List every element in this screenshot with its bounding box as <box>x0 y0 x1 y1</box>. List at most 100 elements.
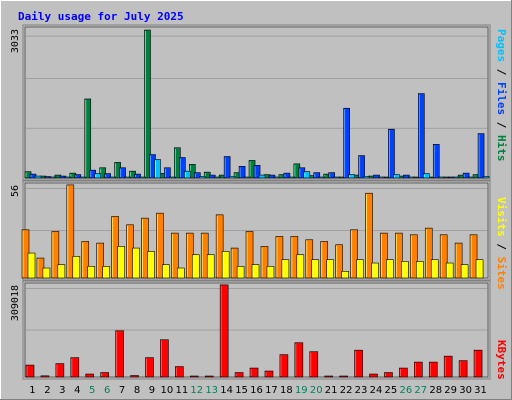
x-tick-label: 14 <box>220 385 233 396</box>
x-tick-label: 23 <box>355 385 368 396</box>
x-tick-label: 20 <box>310 385 323 396</box>
x-tick-label: 22 <box>340 385 353 396</box>
bar-pages-day-14 <box>228 176 236 179</box>
bar-sites-day-26 <box>395 232 403 279</box>
bar-sites-day-29 <box>439 234 448 279</box>
bar-pages-day-31 <box>482 176 490 179</box>
bar-visits-day-2 <box>42 267 51 279</box>
bar-kbytes-day-8 <box>130 375 139 378</box>
y-max-label: 3033 <box>10 29 21 53</box>
bar-visits-day-1 <box>27 252 36 279</box>
bar-kbytes-day-26 <box>399 367 408 378</box>
x-tick-label: 17 <box>265 385 278 396</box>
bar-visits-day-6 <box>102 266 110 279</box>
bar-files-day-26 <box>403 174 410 179</box>
bar-files-day-7 <box>119 167 126 179</box>
x-tick-label: 25 <box>385 385 398 396</box>
legends: Pages / Files / Hits Visits / Sites KBytes <box>495 29 508 380</box>
bar-pages-day-2 <box>49 176 57 179</box>
bar-pages-day-11 <box>184 170 191 179</box>
bar-kbytes-day-5 <box>85 373 95 378</box>
bar-sites-day-24 <box>365 192 373 279</box>
bar-sites-day-28 <box>424 227 433 279</box>
bar-visits-day-31 <box>475 259 484 279</box>
bar-visits-day-23 <box>356 259 364 279</box>
x-tick-label: 6 <box>104 385 110 396</box>
bar-visits-day-22 <box>341 271 349 279</box>
bar-files-day-30 <box>462 172 470 179</box>
bar-kbytes-day-31 <box>473 349 483 378</box>
bar-visits-day-18 <box>281 259 290 279</box>
bar-files-day-15 <box>238 165 246 179</box>
bar-files-day-28 <box>432 144 440 179</box>
bar-kbytes-day-11 <box>175 366 184 378</box>
x-axis-labels: 1 2 3 4 5 6 7 8 9 10 11 12 13 14 15 16 17 18 19 20 21 22 23 24 2… <box>29 385 487 396</box>
bar-visits-day-13 <box>206 254 215 279</box>
bar-visits-day-15 <box>236 266 245 279</box>
bar-kbytes-day-30 <box>458 360 468 378</box>
bar-sites-day-25 <box>380 232 388 279</box>
legend: Pages / Files / Hits <box>495 29 508 162</box>
bar-kbytes-day-6 <box>100 372 109 378</box>
bar-sites-day-10 <box>156 212 164 279</box>
bar-pages-day-9 <box>154 159 161 179</box>
bar-visits-day-26 <box>401 261 409 279</box>
bar-visits-day-3 <box>57 264 66 279</box>
bar-kbytes-day-14 <box>219 284 229 378</box>
y-max-label: 56 <box>10 185 21 197</box>
x-tick-label: 1 <box>29 385 35 396</box>
x-tick-label: 30 <box>459 385 472 396</box>
x-tick-label: 27 <box>414 385 427 396</box>
legend-item: KBytes <box>495 340 508 380</box>
plot-area <box>24 26 489 179</box>
bar-visits-day-17 <box>266 266 275 279</box>
bar-visits-day-21 <box>326 259 335 279</box>
bar-sites-day-11 <box>171 232 179 279</box>
bar-files-day-11 <box>179 157 186 179</box>
bar-pages-day-1 <box>34 175 42 179</box>
bar-kbytes-day-29 <box>443 355 453 378</box>
bar-visits-day-4 <box>72 256 81 279</box>
bar-sites-day-23 <box>350 229 358 279</box>
x-tick-label: 11 <box>175 385 188 396</box>
legend-item: Files <box>495 82 508 115</box>
bar-files-day-18 <box>283 172 291 179</box>
bar-files-day-10 <box>164 167 171 179</box>
x-tick-label: 15 <box>235 385 248 396</box>
bar-visits-day-10 <box>162 264 170 279</box>
bar-sites-day-5 <box>81 241 90 279</box>
bar-visits-day-27 <box>416 261 424 279</box>
bar-pages-day-5 <box>94 173 102 179</box>
bar-pages-day-21 <box>333 176 341 179</box>
bar-pages-day-8 <box>139 176 146 179</box>
bar-pages-day-22 <box>348 174 355 179</box>
bar-pages-day-29 <box>452 176 460 179</box>
bar-pages-day-7 <box>124 176 131 179</box>
bar-sites-day-9 <box>141 217 149 279</box>
x-tick-label: 13 <box>205 385 218 396</box>
legend-sep: / <box>495 237 508 257</box>
bar-visits-day-20 <box>311 259 320 279</box>
bar-visits-day-28 <box>430 259 439 279</box>
bar-pages-day-20 <box>318 176 326 179</box>
bar-pages-day-18 <box>288 176 296 179</box>
bar-files-day-8 <box>134 173 141 179</box>
legend: Visits / Sites <box>495 197 508 290</box>
bar-pages-day-28 <box>437 176 445 179</box>
bar-files-day-20 <box>313 172 321 179</box>
x-tick-label: 9 <box>149 385 155 396</box>
bar-files-day-13 <box>208 174 216 179</box>
x-tick-label: 12 <box>190 385 203 396</box>
bar-pages-day-23 <box>363 176 370 179</box>
bar-kbytes-day-28 <box>428 361 438 378</box>
bar-sites-day-30 <box>454 242 463 279</box>
bar-sites-day-27 <box>410 234 418 279</box>
bar-kbytes-day-25 <box>384 372 393 378</box>
bar-visits-day-14 <box>221 251 230 279</box>
x-tick-label: 3 <box>59 385 65 396</box>
bar-kbytes-day-27 <box>414 361 423 378</box>
x-tick-label: 31 <box>474 385 487 396</box>
bar-pages-day-4 <box>79 176 87 179</box>
x-tick-label: 2 <box>44 385 50 396</box>
